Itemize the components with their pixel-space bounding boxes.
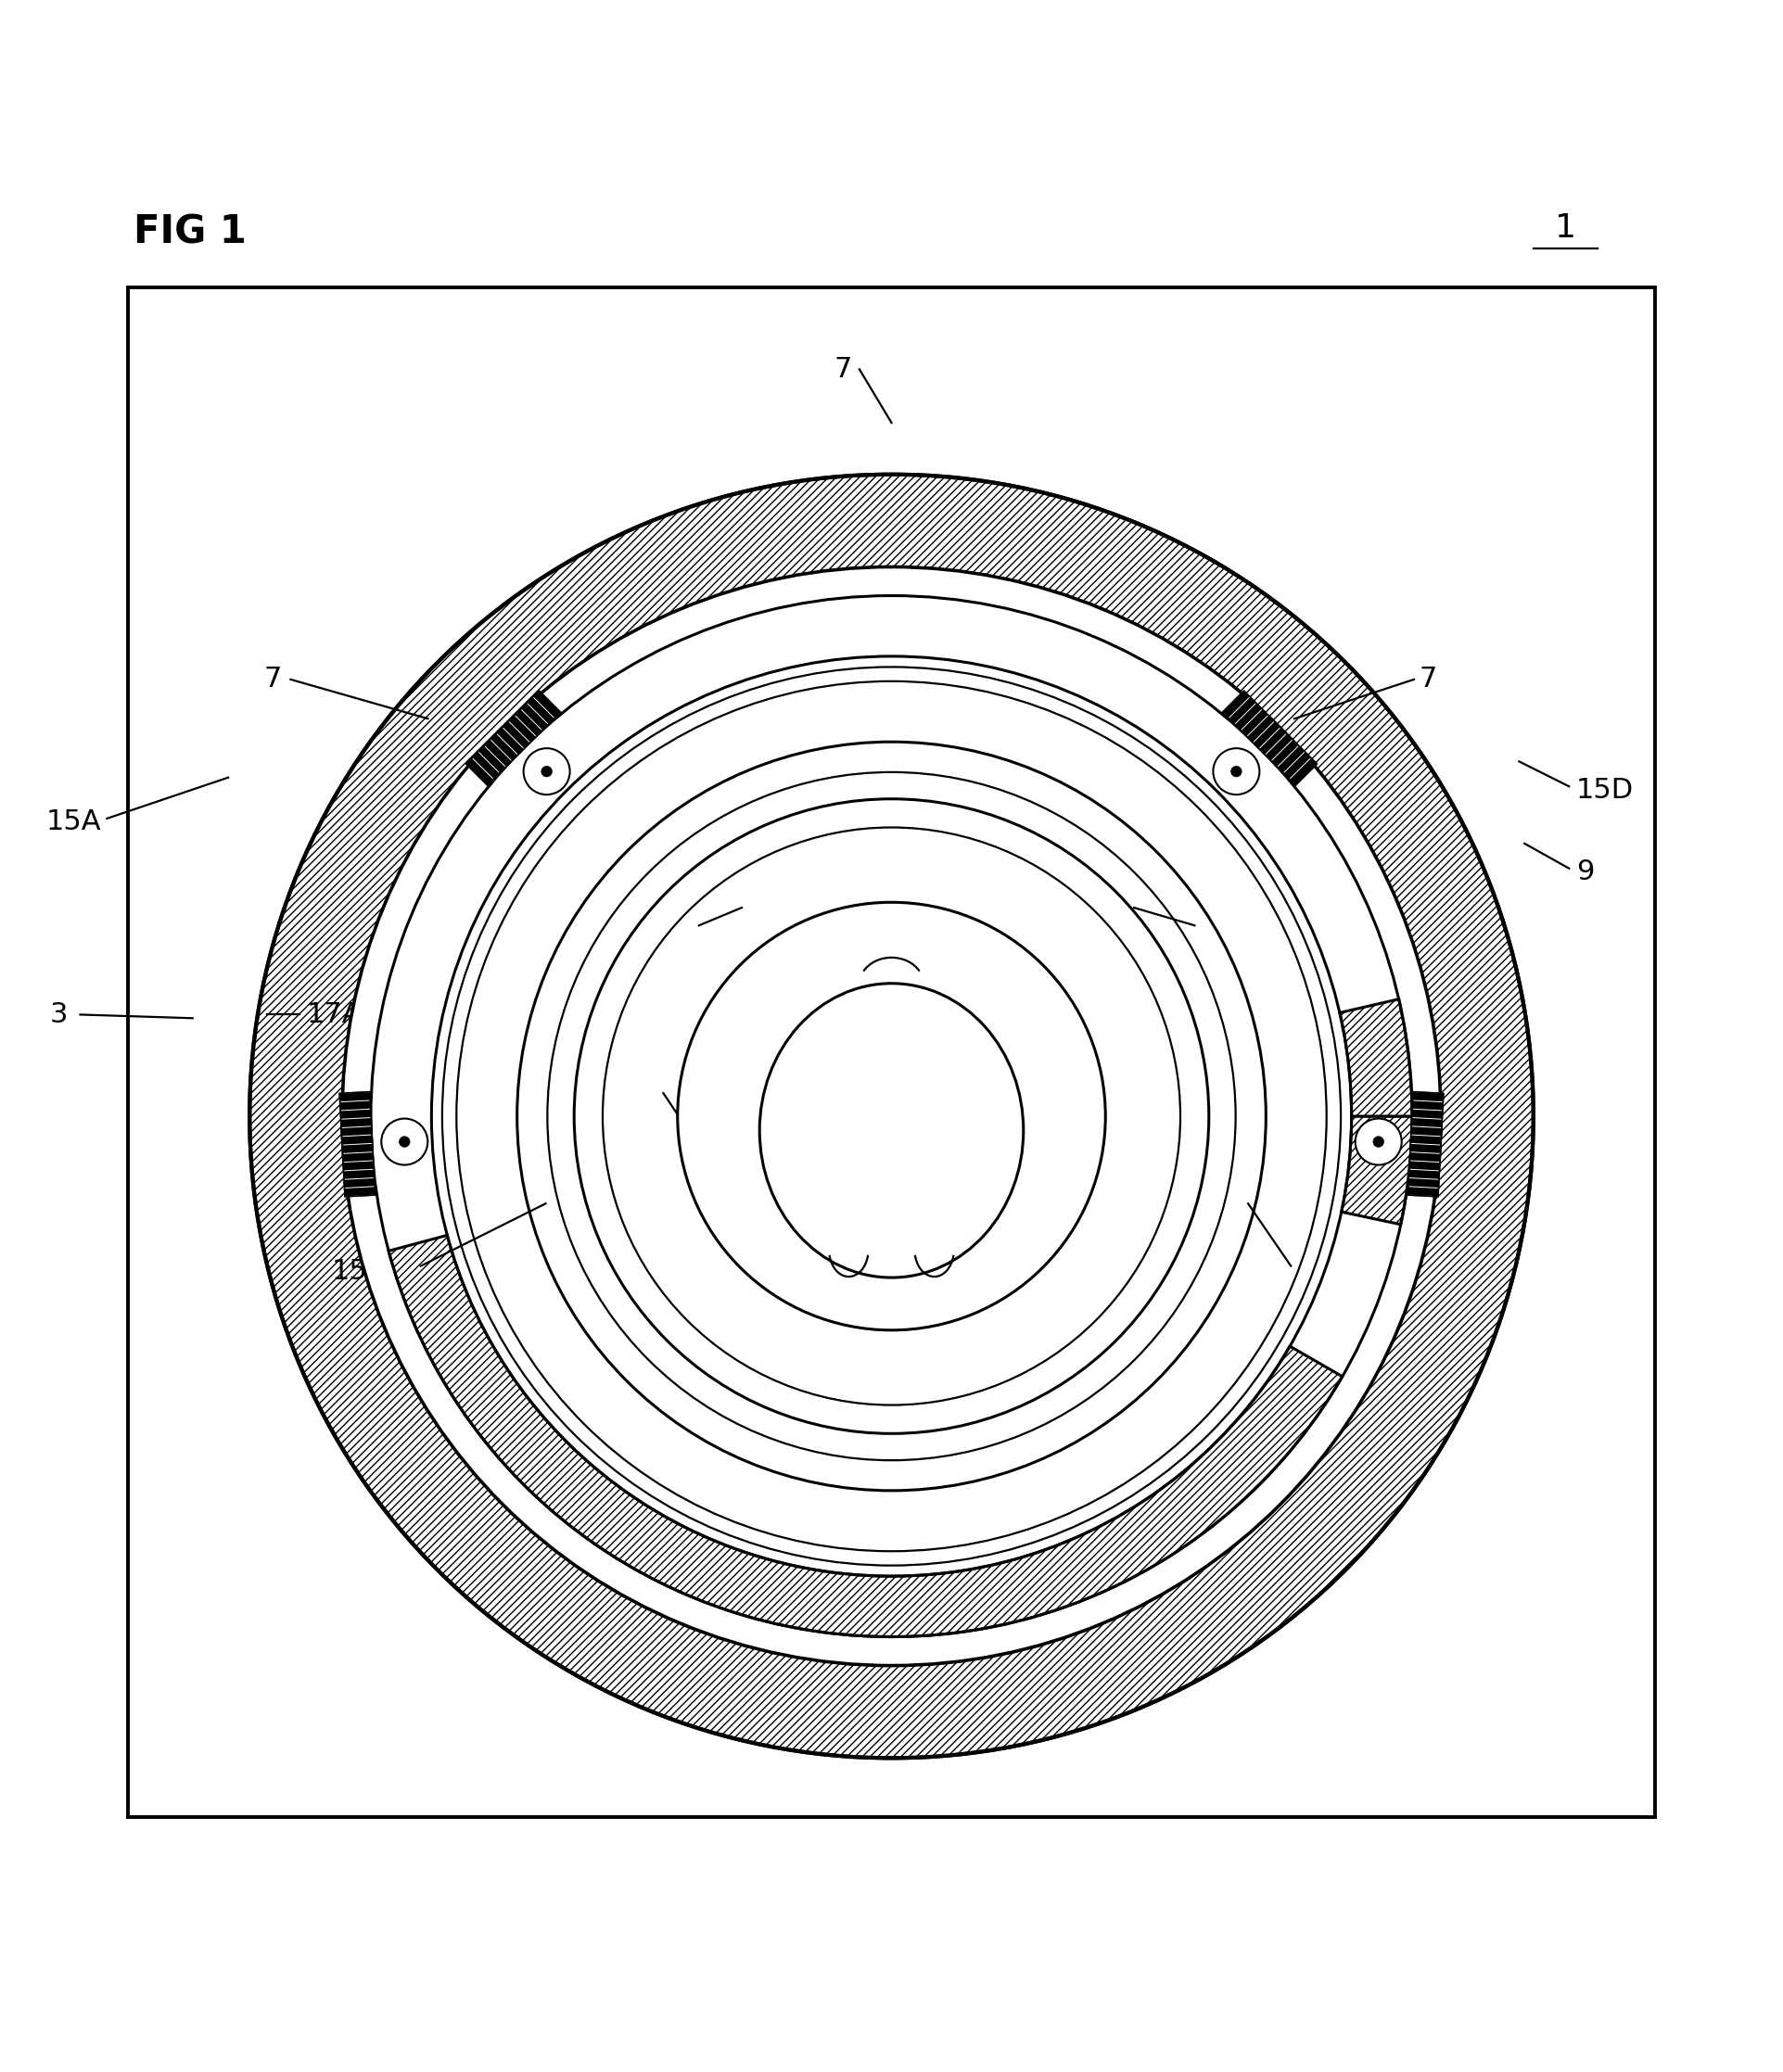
Text: FIG 1: FIG 1 [134,211,246,251]
Circle shape [1230,767,1241,777]
Circle shape [1355,1119,1401,1164]
Polygon shape [1409,1092,1444,1198]
Circle shape [542,767,553,777]
Text: 1: 1 [1555,211,1576,244]
Bar [128,288,1655,1817]
Text: 17A: 17A [307,1001,362,1028]
Polygon shape [339,1092,374,1198]
Circle shape [399,1135,410,1148]
Wedge shape [389,1235,1343,1637]
Text: 9: 9 [1576,858,1594,885]
Text: 7: 7 [1419,665,1437,692]
Text: 11: 11 [1198,912,1234,939]
Text: 15A: 15A [46,808,102,835]
Circle shape [382,1119,428,1164]
Circle shape [342,568,1441,1666]
Polygon shape [1223,690,1318,785]
Circle shape [524,748,571,796]
Wedge shape [250,474,1533,1757]
Polygon shape [465,690,560,785]
Text: 15C: 15C [1294,1258,1350,1285]
Circle shape [371,595,1412,1637]
Text: 15B: 15B [332,1258,387,1285]
Wedge shape [1341,1117,1412,1225]
Text: 15D: 15D [1576,777,1633,804]
Text: 7: 7 [834,356,852,383]
Wedge shape [1339,999,1412,1117]
Text: 17B: 17B [642,1109,697,1135]
Text: 3: 3 [50,1001,68,1028]
Text: 13: 13 [645,916,681,943]
Circle shape [1212,748,1259,796]
Circle shape [1373,1135,1384,1148]
Text: 7: 7 [264,665,282,692]
